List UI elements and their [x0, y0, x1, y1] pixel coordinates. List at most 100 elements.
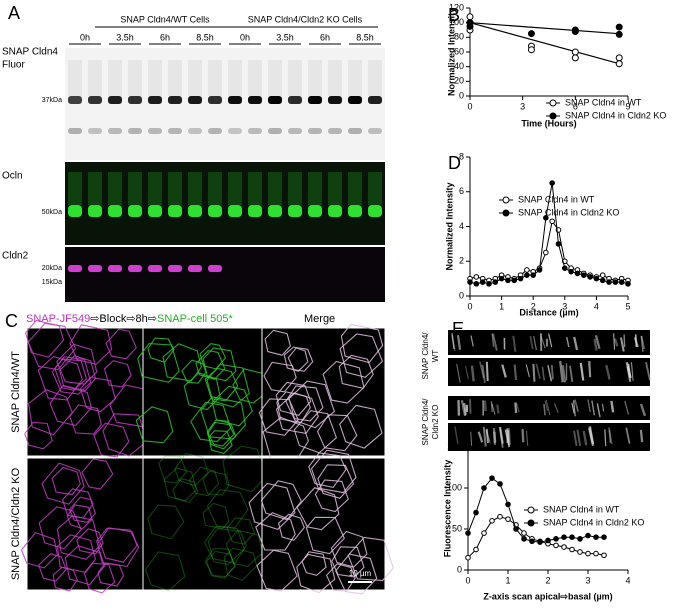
cell-outline — [183, 372, 221, 411]
panel-letter: C — [5, 311, 18, 331]
zstack-streak — [508, 428, 512, 445]
zstack-streak — [604, 429, 607, 447]
zstack-streak — [545, 399, 551, 416]
point — [492, 279, 499, 285]
lane-smear — [128, 60, 142, 96]
point — [553, 542, 559, 549]
zstack-streak — [572, 400, 576, 417]
zstack-streak — [640, 335, 644, 352]
point — [615, 23, 623, 31]
point — [524, 272, 530, 278]
band — [188, 128, 202, 134]
point — [543, 215, 549, 221]
x-tick-label: 5 — [625, 301, 630, 311]
cell-outline — [38, 553, 67, 582]
zstack-streak — [547, 365, 553, 382]
band — [248, 128, 262, 134]
band — [68, 128, 82, 134]
cell-outline — [137, 343, 180, 383]
band — [288, 128, 302, 134]
x-tick-label: 1 — [499, 301, 504, 311]
cell-outline — [76, 528, 104, 555]
cell-outline — [181, 359, 207, 384]
band — [148, 128, 162, 134]
zstack-streak — [574, 399, 579, 412]
zstack-streak — [533, 335, 538, 351]
zstack-streak — [619, 337, 625, 352]
point — [549, 180, 555, 186]
zstack-streak — [513, 364, 518, 381]
cell-outline — [147, 337, 175, 363]
zstack-streak — [456, 363, 461, 383]
point — [513, 526, 519, 532]
zstack-streak — [548, 333, 553, 348]
x-tick-label: 9 — [625, 101, 630, 111]
micrograph — [26, 457, 144, 591]
band — [228, 96, 242, 104]
band — [108, 128, 122, 134]
zstack-streak — [512, 335, 517, 352]
zstack-streak — [576, 429, 582, 447]
band — [128, 265, 142, 272]
point — [569, 546, 575, 553]
point — [524, 267, 530, 273]
cell-outline — [258, 398, 299, 436]
cell-outline — [314, 479, 349, 513]
point — [562, 265, 568, 272]
cell-outline — [277, 513, 305, 541]
band — [88, 96, 102, 104]
group-label: SNAP Cldn4/Cldn2 KO Cells — [248, 14, 363, 24]
cell-outline — [56, 343, 98, 385]
zstack-streak — [532, 363, 536, 382]
x-tick-label: 3 — [520, 101, 525, 111]
zstack-streak — [625, 427, 631, 444]
zstack-streak — [579, 362, 585, 381]
cell-outline — [296, 487, 340, 531]
point — [599, 272, 606, 278]
band — [368, 96, 382, 104]
y-tick-label: 120 — [449, 2, 464, 12]
legend-marker — [502, 209, 510, 217]
point — [601, 534, 607, 541]
point — [489, 518, 495, 524]
time-label: 6h — [320, 32, 330, 42]
lane-smear — [368, 172, 382, 205]
zstack-streak — [470, 365, 475, 382]
cell-outline — [195, 350, 226, 380]
cell-outline — [56, 534, 97, 573]
x-tick-label: 3 — [585, 575, 590, 585]
band — [128, 128, 142, 134]
x-tick-label: 2 — [545, 575, 550, 585]
legend-label: SNAP Cldn4 in WT — [543, 504, 620, 514]
point — [606, 279, 612, 285]
blot-label: SNAP Cldn4 — [2, 47, 58, 58]
band — [168, 265, 182, 272]
y-tick-label: 100 — [449, 17, 464, 27]
zstack-streak — [490, 401, 493, 413]
band — [168, 205, 182, 217]
point — [593, 275, 600, 282]
point — [568, 268, 574, 275]
image-title: SNAP-JF549⇨Block⇨8h⇨SNAP-cell 505* — [26, 313, 234, 325]
zstack-streak — [573, 336, 579, 351]
lane-smear — [88, 172, 102, 205]
panel-letter: B — [448, 5, 460, 25]
band — [208, 205, 222, 217]
cell-outline — [135, 406, 174, 444]
time-label: 3.5h — [276, 32, 294, 42]
cell-outline — [322, 360, 365, 404]
point — [497, 481, 503, 487]
group-label: SNAP Cldn4/WT Cells — [120, 14, 210, 24]
blot-label: Fluor — [2, 60, 25, 71]
zstack-streak — [640, 335, 645, 350]
point — [473, 509, 479, 516]
legend-label: SNAP Cldn4 in Cldn2 KO — [543, 517, 644, 527]
zstack-streak — [460, 399, 467, 417]
zstack-streak — [623, 334, 626, 348]
zstack-streak — [470, 335, 474, 347]
point — [467, 279, 473, 285]
band — [188, 96, 202, 104]
point — [498, 275, 505, 282]
point — [561, 534, 567, 541]
point — [585, 532, 591, 539]
